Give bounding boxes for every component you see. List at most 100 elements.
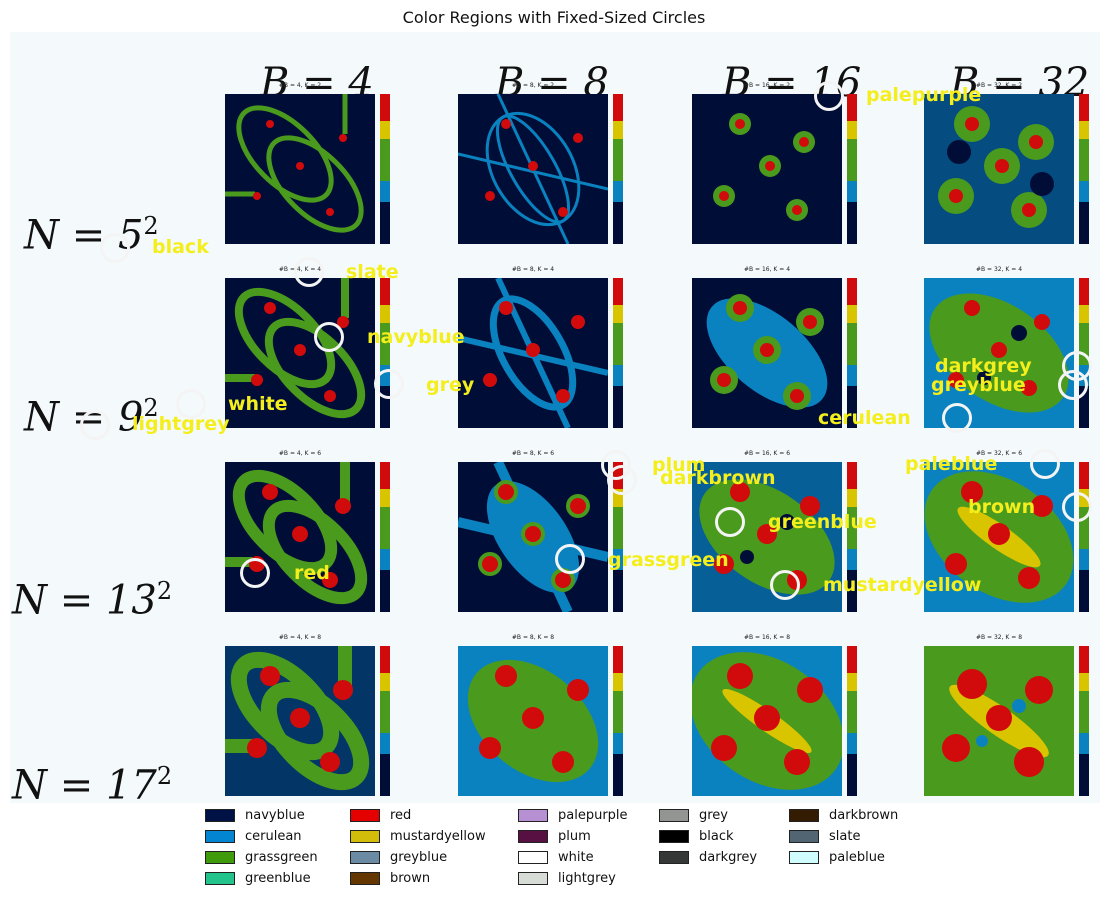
annotation-circle bbox=[814, 81, 844, 111]
legend-item: brown bbox=[350, 868, 486, 889]
annotation-label: navyblue bbox=[367, 326, 465, 348]
heatmap-plot bbox=[458, 94, 608, 244]
legend-swatch bbox=[350, 830, 380, 843]
panel-title: #B = 8, K = 2 bbox=[511, 82, 555, 89]
legend-label: brown bbox=[390, 871, 431, 886]
legend-item: lightgrey bbox=[518, 868, 628, 889]
panel-b4-k4: #B = 4, K = 4 bbox=[225, 266, 390, 431]
colorbar bbox=[1079, 462, 1089, 612]
annotation-label: grey bbox=[426, 374, 475, 396]
legend-swatch bbox=[205, 872, 235, 885]
annotation-circle bbox=[607, 465, 637, 495]
panel-b16-k8: #B = 16, K = 8 bbox=[692, 634, 857, 799]
annotation-circle bbox=[770, 570, 800, 600]
annotation-circle bbox=[100, 233, 130, 263]
colorbar bbox=[380, 646, 390, 796]
legend-column: palepurple plum white lightgrey bbox=[518, 805, 628, 889]
legend-swatch bbox=[205, 809, 235, 822]
annotation-circle bbox=[294, 257, 324, 287]
panel-b16-k4: #B = 16, K = 4 bbox=[692, 266, 857, 431]
legend-item: slate bbox=[789, 826, 898, 847]
annotation-label: black bbox=[152, 236, 209, 258]
heatmap-plot bbox=[924, 94, 1074, 244]
annotation-label: slate bbox=[346, 261, 399, 283]
legend: navyblue cerulean grassgreen greenblue r… bbox=[205, 805, 925, 886]
annotation-circle bbox=[715, 507, 745, 537]
legend-swatch bbox=[789, 830, 819, 843]
heatmap-plot bbox=[225, 94, 375, 244]
annotation-circle bbox=[942, 403, 972, 433]
legend-item: white bbox=[518, 847, 628, 868]
heatmap-plot bbox=[692, 94, 842, 244]
heatmap-plot bbox=[692, 646, 842, 796]
annotation-label: red bbox=[294, 562, 330, 584]
heatmap-plot bbox=[924, 278, 1074, 428]
row-header-n17: N = 172 bbox=[12, 762, 173, 809]
legend-label: darkgrey bbox=[699, 850, 758, 865]
panel-title: #B = 16, K = 8 bbox=[743, 634, 791, 641]
legend-item: grassgreen bbox=[205, 847, 318, 868]
legend-item: greenblue bbox=[205, 868, 318, 889]
panel-title: #B = 16, K = 6 bbox=[743, 450, 791, 457]
colorbar bbox=[1079, 94, 1089, 244]
colorbar bbox=[613, 278, 623, 428]
heatmap-plot bbox=[924, 646, 1074, 796]
heatmap-plot bbox=[225, 462, 375, 612]
colorbar bbox=[847, 646, 857, 796]
legend-swatch bbox=[350, 872, 380, 885]
colorbar bbox=[380, 462, 390, 612]
annotation-circle bbox=[1058, 370, 1088, 400]
legend-item: paleblue bbox=[789, 847, 898, 868]
legend-item: darkgrey bbox=[659, 847, 757, 868]
panel-title: #B = 32, K = 6 bbox=[975, 450, 1023, 457]
annotation-label: greyblue bbox=[931, 374, 1026, 396]
legend-label: white bbox=[558, 850, 594, 865]
legend-swatch bbox=[789, 851, 819, 864]
panel-title: #B = 32, K = 4 bbox=[975, 266, 1023, 273]
panel-b16-k2: #B = 16, K = 2 bbox=[692, 82, 857, 247]
annotation-label: greenblue bbox=[768, 511, 877, 533]
legend-swatch bbox=[205, 830, 235, 843]
panel-b4-k8: #B = 4, K = 8 bbox=[225, 634, 390, 799]
legend-item: mustardyellow bbox=[350, 826, 486, 847]
legend-column: red mustardyellow greyblue brown bbox=[350, 805, 486, 889]
annotation-label: brown bbox=[968, 496, 1036, 518]
legend-swatch bbox=[205, 851, 235, 864]
panel-b8-k8: #B = 8, K = 8 bbox=[458, 634, 623, 799]
annotation-circle bbox=[240, 558, 270, 588]
colorbar bbox=[847, 278, 857, 428]
heatmap-plot bbox=[225, 278, 375, 428]
legend-item: greyblue bbox=[350, 847, 486, 868]
annotation-label: white bbox=[228, 393, 288, 415]
legend-label: greenblue bbox=[245, 871, 311, 886]
panel-title: #B = 32, K = 2 bbox=[975, 82, 1023, 89]
panel-b4-k6: #B = 4, K = 6 bbox=[225, 450, 390, 615]
panel-title: #B = 8, K = 4 bbox=[511, 266, 555, 273]
colorbar bbox=[847, 94, 857, 244]
annotation-label: plum bbox=[652, 454, 706, 476]
panel-b4-k2: #B = 4, K = 2 bbox=[225, 82, 390, 247]
legend-label: lightgrey bbox=[558, 871, 616, 886]
heatmap-plot bbox=[692, 462, 842, 612]
annotation-label: darkgrey bbox=[935, 355, 1032, 377]
legend-label: darkbrown bbox=[829, 808, 899, 823]
legend-item: black bbox=[659, 826, 757, 847]
annotation-circle bbox=[176, 389, 206, 419]
legend-label: greyblue bbox=[390, 850, 448, 865]
legend-swatch bbox=[518, 809, 548, 822]
colorbar bbox=[613, 94, 623, 244]
colorbar bbox=[380, 278, 390, 428]
legend-label: black bbox=[699, 829, 734, 844]
annotation-label: palepurple bbox=[866, 84, 982, 106]
legend-swatch bbox=[659, 830, 689, 843]
panel-title: #B = 8, K = 8 bbox=[511, 634, 555, 641]
heatmap-plot bbox=[924, 462, 1074, 612]
annotation-circle bbox=[555, 544, 585, 574]
heatmap-plot bbox=[692, 278, 842, 428]
legend-label: navyblue bbox=[245, 808, 305, 823]
panel-b8-k4: #B = 8, K = 4 bbox=[458, 266, 623, 431]
legend-label: mustardyellow bbox=[390, 829, 486, 844]
row-header-n5: N = 52 bbox=[24, 212, 159, 259]
panel-b8-k2: #B = 8, K = 2 bbox=[458, 82, 623, 247]
panel-title: #B = 16, K = 4 bbox=[743, 266, 791, 273]
